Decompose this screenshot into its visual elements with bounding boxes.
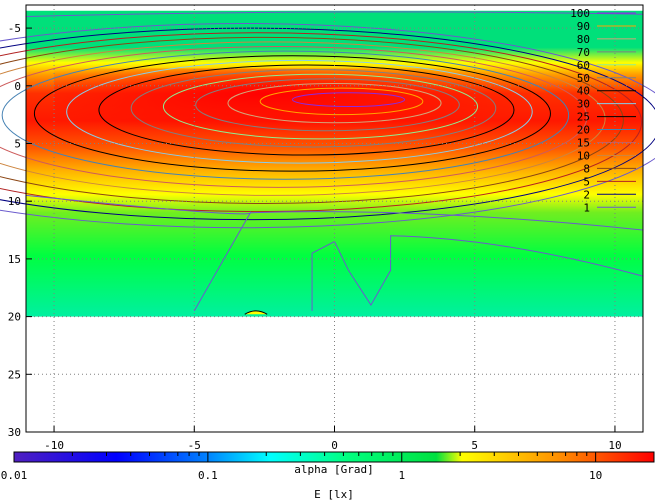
y-axis-ticks: -5 0 5 10 15 20 25 30 [8,22,32,439]
colorbar-ticks: 0.01 0.1 1 10 [1,452,655,482]
legend-entry-label: 8 [583,162,590,175]
x-tick-label: -5 [188,439,201,452]
y-tick-label: 15 [8,253,21,266]
legend-entry-label: 70 [577,46,590,59]
legend-entry-label: 25 [577,111,590,124]
legend-entry-label: 80 [577,33,590,46]
x-axis-label: alpha [Grad] [294,463,373,476]
contour-line [25,11,644,18]
x-tick-label: -10 [44,439,64,452]
contour-line [0,41,606,196]
contour-line [66,59,533,164]
legend-entry-label: 60 [577,59,590,72]
contour-line [0,36,624,204]
contour-line [130,69,497,148]
x-tick-label: 0 [331,439,338,452]
legend-entry-label: 100 [570,7,590,20]
legend-entry-label: 15 [577,137,590,150]
x-tick-label: 5 [471,439,478,452]
contour-line [291,92,406,108]
contour-lines [0,11,655,315]
legend-entry-label: 90 [577,20,590,33]
legend-entry-label: 50 [577,72,590,85]
colorbar-tick-label: 0.01 [1,469,28,482]
contour-line [162,73,479,140]
contour-line [244,310,268,315]
x-axis-ticks: -10 -5 0 5 10 [44,426,622,452]
contour-line [0,32,642,213]
plot-area [0,4,655,433]
y-tick-label: 25 [8,368,21,381]
y-tick-label: 10 [8,195,21,208]
y-tick-label: 20 [8,311,21,324]
x-tick-label: 10 [608,439,621,452]
legend-entry-label: 20 [577,124,590,137]
y-tick-label: 5 [14,137,21,150]
contour-line [1,50,570,180]
contour-line [259,87,424,116]
legend-entry-label: 30 [577,98,590,111]
contour-line [98,64,515,156]
legend-entry-label: 10 [577,149,590,162]
legend-entry-label: 2 [583,188,590,201]
contour-line [195,78,460,132]
legend-entry-label: 5 [583,175,590,188]
contour-line [0,22,655,229]
colorbar-gradient [13,451,655,463]
colorbar-label: E [lx] [314,488,354,501]
colorbar-tick-label: 0.1 [198,469,218,482]
contour-line [311,235,644,311]
colorbar: 0.01 0.1 1 10 [1,451,655,482]
y-tick-label: -5 [8,22,21,35]
legend-entry-label: 40 [577,85,590,98]
contour-line [0,46,588,188]
colorbar-tick-label: 10 [589,469,602,482]
y-tick-label: 0 [14,80,21,93]
y-tick-label: 30 [8,426,21,439]
legend-entry-label: 1 [583,201,590,214]
contour-line [227,82,442,124]
contour-line [33,55,551,172]
colorbar-tick-label: 1 [398,469,405,482]
